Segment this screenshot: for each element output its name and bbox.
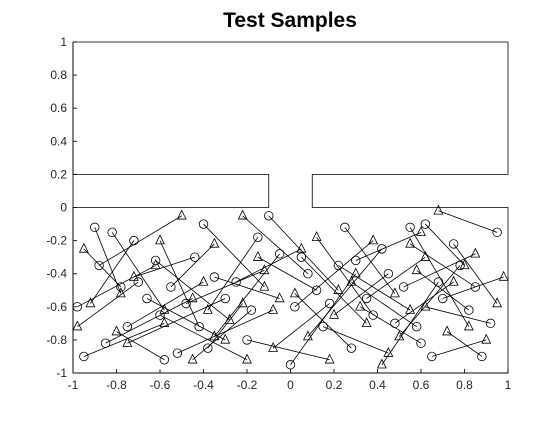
goal-triangle-marker <box>156 235 165 244</box>
start-circle-marker <box>438 294 447 303</box>
goal-triangle-marker <box>406 305 415 314</box>
x-tick-label: 1 <box>505 378 512 392</box>
obstacle-outline-layer <box>73 42 508 373</box>
sample-path-line <box>247 340 330 360</box>
sample-path-line <box>291 274 356 365</box>
sample-path-line <box>454 244 498 304</box>
start-circle-marker <box>417 339 426 348</box>
goal-triangle-marker <box>499 272 508 281</box>
goal-triangle-marker <box>482 335 491 344</box>
sample-data-layer <box>73 206 508 370</box>
x-tick-label: 0.8 <box>456 378 473 392</box>
y-tick-label: -0.4 <box>46 267 67 281</box>
goal-triangle-marker <box>330 310 339 319</box>
start-circle-marker <box>95 261 104 270</box>
start-circle-marker <box>325 299 334 308</box>
goal-triangle-marker <box>369 235 378 244</box>
x-tick-label: 0.2 <box>326 378 343 392</box>
goal-triangle-marker <box>260 282 269 291</box>
start-circle-marker <box>369 311 378 320</box>
y-tick-label: -1 <box>56 366 67 380</box>
sample-path-line <box>193 310 252 360</box>
sample-path-line <box>208 237 258 310</box>
goal-triangle-marker <box>73 321 82 330</box>
start-circle-marker <box>486 319 495 328</box>
start-circle-marker <box>478 352 487 361</box>
start-circle-marker <box>412 322 421 331</box>
goal-triangle-marker <box>243 354 252 363</box>
start-circle-marker <box>123 322 132 331</box>
sample-path-line <box>106 299 193 344</box>
sample-path-line <box>99 216 182 266</box>
start-circle-marker <box>286 360 295 369</box>
goal-triangle-marker <box>334 285 343 294</box>
y-tick-label: -0.2 <box>46 234 67 248</box>
y-tick-label: -0.8 <box>46 333 67 347</box>
sample-path-line <box>425 307 490 324</box>
x-tick-label: -0.4 <box>193 378 214 392</box>
sample-path-line <box>425 224 464 265</box>
goal-triangle-marker <box>312 232 321 241</box>
start-circle-marker <box>362 294 371 303</box>
goal-triangle-marker <box>291 288 300 297</box>
goal-triangle-marker <box>238 210 247 219</box>
sample-path-line <box>171 244 215 287</box>
goal-triangle-marker <box>465 321 474 330</box>
sample-path-line <box>438 211 497 233</box>
start-circle-marker <box>347 344 356 353</box>
goal-triangle-marker <box>221 335 230 344</box>
goal-triangle-marker <box>210 239 219 248</box>
start-circle-marker <box>195 322 204 331</box>
goal-triangle-marker <box>471 249 480 258</box>
y-tick-label: 0.6 <box>50 101 67 115</box>
sample-path-line <box>156 260 230 320</box>
x-tick-label: 0 <box>287 378 294 392</box>
goal-triangle-marker <box>362 318 371 327</box>
sample-path-line <box>273 303 330 348</box>
goal-triangle-marker <box>188 354 197 363</box>
start-circle-marker <box>101 339 110 348</box>
goal-triangle-marker <box>269 305 278 314</box>
axes-frame: -1 -0.8 -0.6 -0.4 -0.2 0 0.2 0.4 0.6 0.8 1 1 0.8 0.6 0… <box>46 35 511 392</box>
y-tick-label: 0.2 <box>50 167 67 181</box>
goal-triangle-marker <box>434 206 443 215</box>
sample-path-line <box>447 332 482 357</box>
start-circle-marker <box>312 286 321 295</box>
x-tick-label: -0.8 <box>106 378 127 392</box>
y-tick-label: 0.8 <box>50 68 67 82</box>
sample-path-line <box>367 257 426 298</box>
start-circle-marker <box>465 306 474 315</box>
start-circle-marker <box>108 228 117 237</box>
y-tick-label: 1 <box>60 35 67 49</box>
x-tick-label: -0.6 <box>150 378 171 392</box>
goal-triangle-marker <box>238 298 247 307</box>
sample-path-line <box>84 323 164 356</box>
sample-path-line <box>417 270 469 310</box>
x-tick-label: 0.4 <box>369 378 386 392</box>
x-tick-label: -1 <box>68 378 79 392</box>
obstacle-outline <box>73 42 508 373</box>
y-tick-label: 0.4 <box>50 134 67 148</box>
sample-path-line <box>127 299 225 344</box>
y-tick-label: 0 <box>60 201 67 215</box>
sample-path-line <box>77 282 138 327</box>
y-tick-label: -0.6 <box>46 300 67 314</box>
start-circle-marker <box>351 256 360 265</box>
sample-path-line <box>356 232 421 260</box>
sample-path-line <box>134 257 195 277</box>
x-tick-label: 0.6 <box>413 378 430 392</box>
sample-path-line <box>236 249 301 282</box>
start-circle-marker <box>304 269 313 278</box>
chart-title: Test Samples <box>223 9 357 32</box>
sample-path-line <box>399 265 460 336</box>
goal-triangle-marker <box>80 244 89 253</box>
sample-path-line <box>90 241 133 304</box>
x-tick-label: -0.2 <box>237 378 258 392</box>
